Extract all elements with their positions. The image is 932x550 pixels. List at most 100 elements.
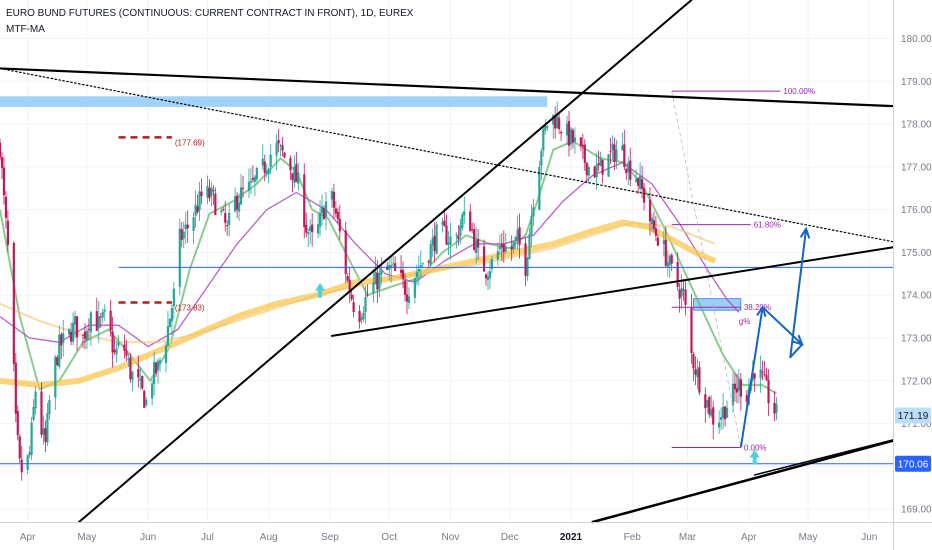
candle-body	[125, 350, 128, 356]
candle-body	[621, 145, 624, 151]
trendline-long-rising	[78, 0, 693, 523]
candle-body	[463, 211, 466, 216]
candle-body	[680, 288, 683, 297]
fib-diagonal	[671, 91, 742, 448]
candle-body	[459, 225, 462, 236]
candle-body	[208, 187, 211, 199]
candle-body	[237, 202, 241, 212]
candle-body	[0, 157, 4, 168]
time-tick-label: Jun	[140, 532, 156, 543]
candle-body	[735, 388, 739, 393]
candle-body	[725, 407, 729, 418]
candle-body	[291, 173, 294, 180]
candle-body	[255, 167, 258, 180]
marker-177-69-label: (177.69)	[175, 138, 205, 147]
candle-body	[609, 151, 612, 153]
candle-body	[330, 191, 334, 200]
entry-arrow-sep	[315, 282, 326, 298]
candle-body	[528, 234, 531, 260]
candle-body	[429, 244, 432, 265]
trendline-bottom-rising-2	[753, 439, 894, 476]
candle-body	[352, 302, 355, 312]
candle-body	[565, 123, 569, 136]
candle-body	[186, 224, 189, 229]
fib-382-label: 38.20%	[744, 303, 771, 312]
candle-body	[571, 130, 575, 143]
candle-body	[131, 371, 134, 380]
candle-body	[156, 360, 160, 371]
candle-body	[654, 228, 658, 236]
candle-body	[251, 178, 254, 180]
candle-body	[656, 237, 659, 246]
candle-body	[267, 168, 270, 174]
candle-body	[696, 368, 699, 378]
candle-body	[307, 232, 310, 234]
candle-body	[690, 306, 693, 354]
candle-body	[123, 344, 126, 352]
candle-body	[28, 452, 31, 456]
price-tick-label: 171.00	[901, 419, 932, 430]
candle-body	[698, 367, 701, 393]
candle-body	[473, 229, 476, 250]
candle-body	[417, 269, 420, 272]
price-tick-label: 174.00	[901, 291, 932, 302]
candle-body	[14, 362, 17, 414]
candle-body	[708, 397, 711, 415]
candle-body	[2, 167, 6, 196]
candle-body	[20, 459, 23, 473]
candle-body	[111, 331, 114, 353]
candle-body	[56, 357, 59, 366]
candle-body	[542, 128, 545, 151]
candle-body	[405, 294, 409, 302]
ma-fast-line	[0, 140, 777, 395]
candle-body	[311, 224, 314, 233]
candle-body	[97, 316, 100, 329]
trendline-descending-top	[0, 67, 895, 108]
candle-body	[265, 171, 268, 175]
candle-body	[455, 234, 458, 236]
candle-body	[70, 331, 73, 342]
candle-body	[344, 230, 347, 274]
time-tick-label: May	[77, 532, 96, 543]
candle-body	[332, 191, 335, 208]
candle-body	[518, 227, 521, 245]
candle-body	[648, 199, 652, 222]
candle-body	[253, 176, 256, 182]
candle-body	[18, 436, 21, 459]
candle-body	[427, 261, 430, 263]
time-tick-label: Dec	[501, 532, 519, 543]
candle-body	[692, 353, 695, 369]
candle-body	[558, 117, 561, 130]
candle-body	[642, 188, 646, 203]
candle-body	[390, 265, 393, 269]
candle-body	[158, 360, 162, 364]
candle-body	[753, 373, 756, 379]
candle-body	[87, 328, 91, 330]
candle-body	[761, 371, 764, 373]
candle-body	[247, 182, 251, 191]
price-badge-level-label: 170.06	[898, 459, 929, 470]
candle-body	[241, 187, 245, 189]
candle-body	[490, 258, 494, 269]
candle-body	[32, 406, 35, 420]
candle-body	[706, 399, 709, 408]
price-badge-level	[895, 455, 931, 472]
candle-body	[168, 318, 172, 328]
candle-body	[220, 210, 223, 213]
candle-body	[623, 144, 626, 167]
candle-body	[279, 144, 282, 146]
candle-body	[441, 221, 444, 225]
candle-body	[447, 242, 450, 246]
candle-body	[739, 379, 742, 397]
candle-body	[30, 422, 33, 455]
candle-body	[593, 166, 596, 178]
candle-body	[172, 288, 175, 307]
candle-body	[95, 311, 98, 331]
candle-body	[239, 187, 243, 205]
candle-body	[338, 218, 341, 232]
fib-0-label: 0.00%	[744, 444, 767, 453]
candle-body	[721, 406, 725, 419]
candle-body	[154, 362, 158, 374]
